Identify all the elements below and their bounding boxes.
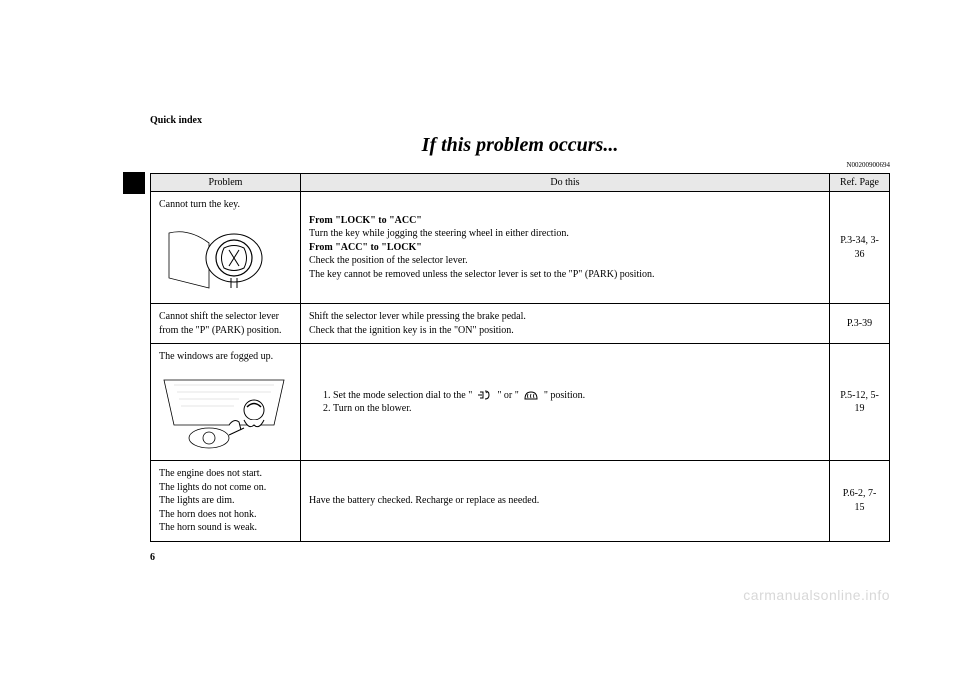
section-marker-box [123, 172, 145, 194]
header-problem: Problem [151, 174, 301, 192]
problem-text: Cannot turn the key. [159, 198, 292, 212]
do-this-list: Set the mode selection dial to the " " o… [309, 389, 821, 416]
do-this-bold-2: From "ACC" to "LOCK" [309, 241, 821, 255]
do-this-line-1: Shift the selector lever while pressing … [309, 310, 821, 324]
do-this-cell: Shift the selector lever while pressing … [301, 304, 830, 344]
page-container: Quick index If this problem occurs... N0… [0, 0, 960, 542]
li1-part-c: " position. [544, 390, 585, 401]
problem-cell: The windows are fogged up. [151, 344, 301, 461]
problems-table: Problem Do this Ref. Page Cannot turn th… [150, 173, 890, 542]
table-row: The windows are fogged up. [151, 344, 890, 461]
list-item-2: Turn on the blower. [333, 402, 821, 416]
fogged-window-illustration [159, 370, 289, 450]
do-this-line-3: The key cannot be removed unless the sel… [309, 268, 821, 282]
do-this-cell: Have the battery checked. Recharge or re… [301, 461, 830, 542]
watermark: carmanualsonline.info [743, 587, 890, 603]
do-this-bold-1: From "LOCK" to "ACC" [309, 214, 821, 228]
do-this-line-2: Check that the ignition key is in the "O… [309, 324, 821, 338]
page-title: If this problem occurs... [150, 134, 890, 157]
problem-line-2: The lights do not come on. [159, 481, 292, 495]
problem-line-4: The horn does not honk. [159, 508, 292, 522]
problem-text: The windows are fogged up. [159, 350, 292, 364]
ref-cell: P.5-12, 5-19 [830, 344, 890, 461]
table-row: The engine does not start. The lights do… [151, 461, 890, 542]
list-item-1: Set the mode selection dial to the " " o… [333, 389, 821, 403]
defrost-foot-icon [477, 389, 493, 401]
problem-line-3: The lights are dim. [159, 494, 292, 508]
problem-line-5: The horn sound is weak. [159, 521, 292, 535]
do-this-line-2: Check the position of the selector lever… [309, 254, 821, 268]
ref-cell: P.3-34, 3-36 [830, 192, 890, 304]
table-row: Cannot shift the selector lever from the… [151, 304, 890, 344]
li1-part-b: " or " [497, 390, 519, 401]
li1-part-a: Set the mode selection dial to the " [333, 390, 472, 401]
page-number: 6 [150, 552, 155, 563]
header-ref-page: Ref. Page [830, 174, 890, 192]
ref-cell: P.3-39 [830, 304, 890, 344]
problem-cell: The engine does not start. The lights do… [151, 461, 301, 542]
do-this-line-1: Turn the key while jogging the steering … [309, 227, 821, 241]
defrost-icon [523, 389, 539, 401]
ref-cell: P.6-2, 7-15 [830, 461, 890, 542]
section-label: Quick index [150, 115, 890, 126]
problem-line-1: The engine does not start. [159, 467, 292, 481]
key-ignition-illustration [159, 218, 279, 293]
do-this-cell: Set the mode selection dial to the " " o… [301, 344, 830, 461]
table-row: Cannot turn the key. From "LOCK" [151, 192, 890, 304]
problem-cell: Cannot shift the selector lever from the… [151, 304, 301, 344]
do-this-cell: From "LOCK" to "ACC" Turn the key while … [301, 192, 830, 304]
header-do-this: Do this [301, 174, 830, 192]
problem-cell: Cannot turn the key. [151, 192, 301, 304]
table-header-row: Problem Do this Ref. Page [151, 174, 890, 192]
doc-id: N00200900694 [150, 161, 890, 169]
